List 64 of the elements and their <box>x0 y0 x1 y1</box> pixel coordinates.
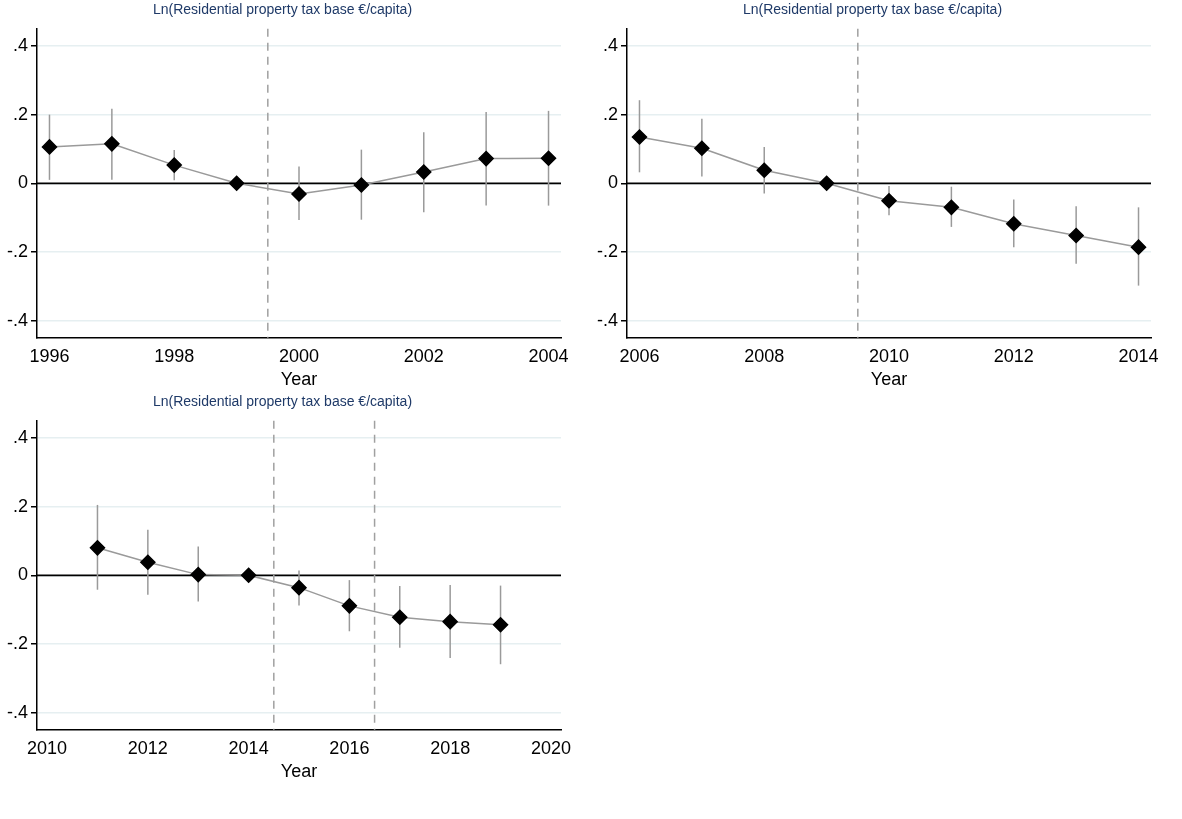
y-tick-label: .2 <box>602 103 619 124</box>
point <box>1006 216 1022 232</box>
point <box>392 609 408 625</box>
y-tick-label: -.4 <box>6 701 29 722</box>
y-tick-label: 0 <box>607 172 619 193</box>
point <box>104 136 120 152</box>
chart-title: Ln(Residential property tax base €/capita) <box>152 393 413 410</box>
y-tick-label: 0 <box>17 172 29 193</box>
point <box>756 162 772 178</box>
x-tick-label: 2014 <box>228 737 269 758</box>
x-tick-label: 2000 <box>278 345 320 366</box>
point <box>881 193 897 209</box>
point <box>240 567 257 584</box>
y-tick-label: .2 <box>12 495 29 516</box>
x-axis-title: Year <box>280 761 318 782</box>
y-tick-label: -.2 <box>6 632 29 653</box>
point <box>353 177 370 193</box>
y-tick-label: .2 <box>12 103 29 124</box>
point <box>291 579 307 596</box>
x-axis-title: Year <box>870 369 908 390</box>
x-tick-label: 2004 <box>528 345 569 366</box>
x-tick-label: 2020 <box>530 737 571 758</box>
y-tick-label: -.4 <box>6 309 29 330</box>
point <box>540 150 557 166</box>
y-tick-label: .4 <box>12 426 29 447</box>
x-tick-label: 2014 <box>1118 345 1159 366</box>
x-axis-title: Year <box>280 369 318 390</box>
x-tick-label: 2012 <box>993 345 1034 366</box>
y-tick-label: .4 <box>12 34 29 55</box>
chart-title: Ln(Residential property tax base €/capita) <box>742 1 1003 18</box>
x-tick-label: 2002 <box>403 345 444 366</box>
point <box>166 157 182 173</box>
point <box>140 554 156 570</box>
point <box>41 139 58 155</box>
x-tick-label: 2010 <box>27 737 68 758</box>
point <box>341 598 358 614</box>
y-tick-label: -.2 <box>596 240 619 261</box>
x-tick-label: 2006 <box>619 345 660 366</box>
point <box>442 613 458 630</box>
point <box>818 175 835 192</box>
y-tick-label: -.2 <box>6 240 29 261</box>
point <box>694 140 710 157</box>
point <box>478 150 494 167</box>
point <box>492 616 509 633</box>
point <box>190 566 206 583</box>
y-tick-label: -.4 <box>596 309 619 330</box>
chart-title: Ln(Residential property tax base €/capita) <box>152 1 413 18</box>
point <box>1068 227 1084 244</box>
y-tick-label: 0 <box>17 564 29 585</box>
point <box>631 129 648 145</box>
x-tick-label: 2008 <box>744 345 785 366</box>
point <box>89 540 106 556</box>
x-tick-label: 2010 <box>868 345 910 366</box>
point <box>416 164 432 180</box>
point <box>291 186 307 202</box>
point <box>943 199 960 216</box>
x-tick-label: 1998 <box>154 345 195 366</box>
y-tick-label: .4 <box>602 34 619 55</box>
x-tick-label: 1996 <box>29 345 70 366</box>
x-tick-label: 2012 <box>127 737 168 758</box>
x-tick-label: 2016 <box>329 737 370 758</box>
x-tick-label: 2018 <box>430 737 471 758</box>
point <box>228 175 245 192</box>
point <box>1130 239 1147 255</box>
